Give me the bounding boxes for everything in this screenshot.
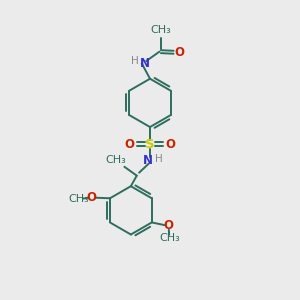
Text: CH₃: CH₃ <box>106 155 127 165</box>
Text: O: O <box>86 191 96 204</box>
Text: CH₃: CH₃ <box>151 26 171 35</box>
Text: N: N <box>142 154 153 167</box>
Text: O: O <box>164 220 174 232</box>
Text: CH₃: CH₃ <box>159 233 180 243</box>
Text: S: S <box>145 138 155 151</box>
Text: O: O <box>174 46 184 59</box>
Text: H: H <box>131 56 139 66</box>
Text: H: H <box>155 154 163 164</box>
Text: O: O <box>124 138 134 151</box>
Text: O: O <box>166 138 176 151</box>
Text: CH₃: CH₃ <box>68 194 89 204</box>
Text: N: N <box>140 57 150 70</box>
